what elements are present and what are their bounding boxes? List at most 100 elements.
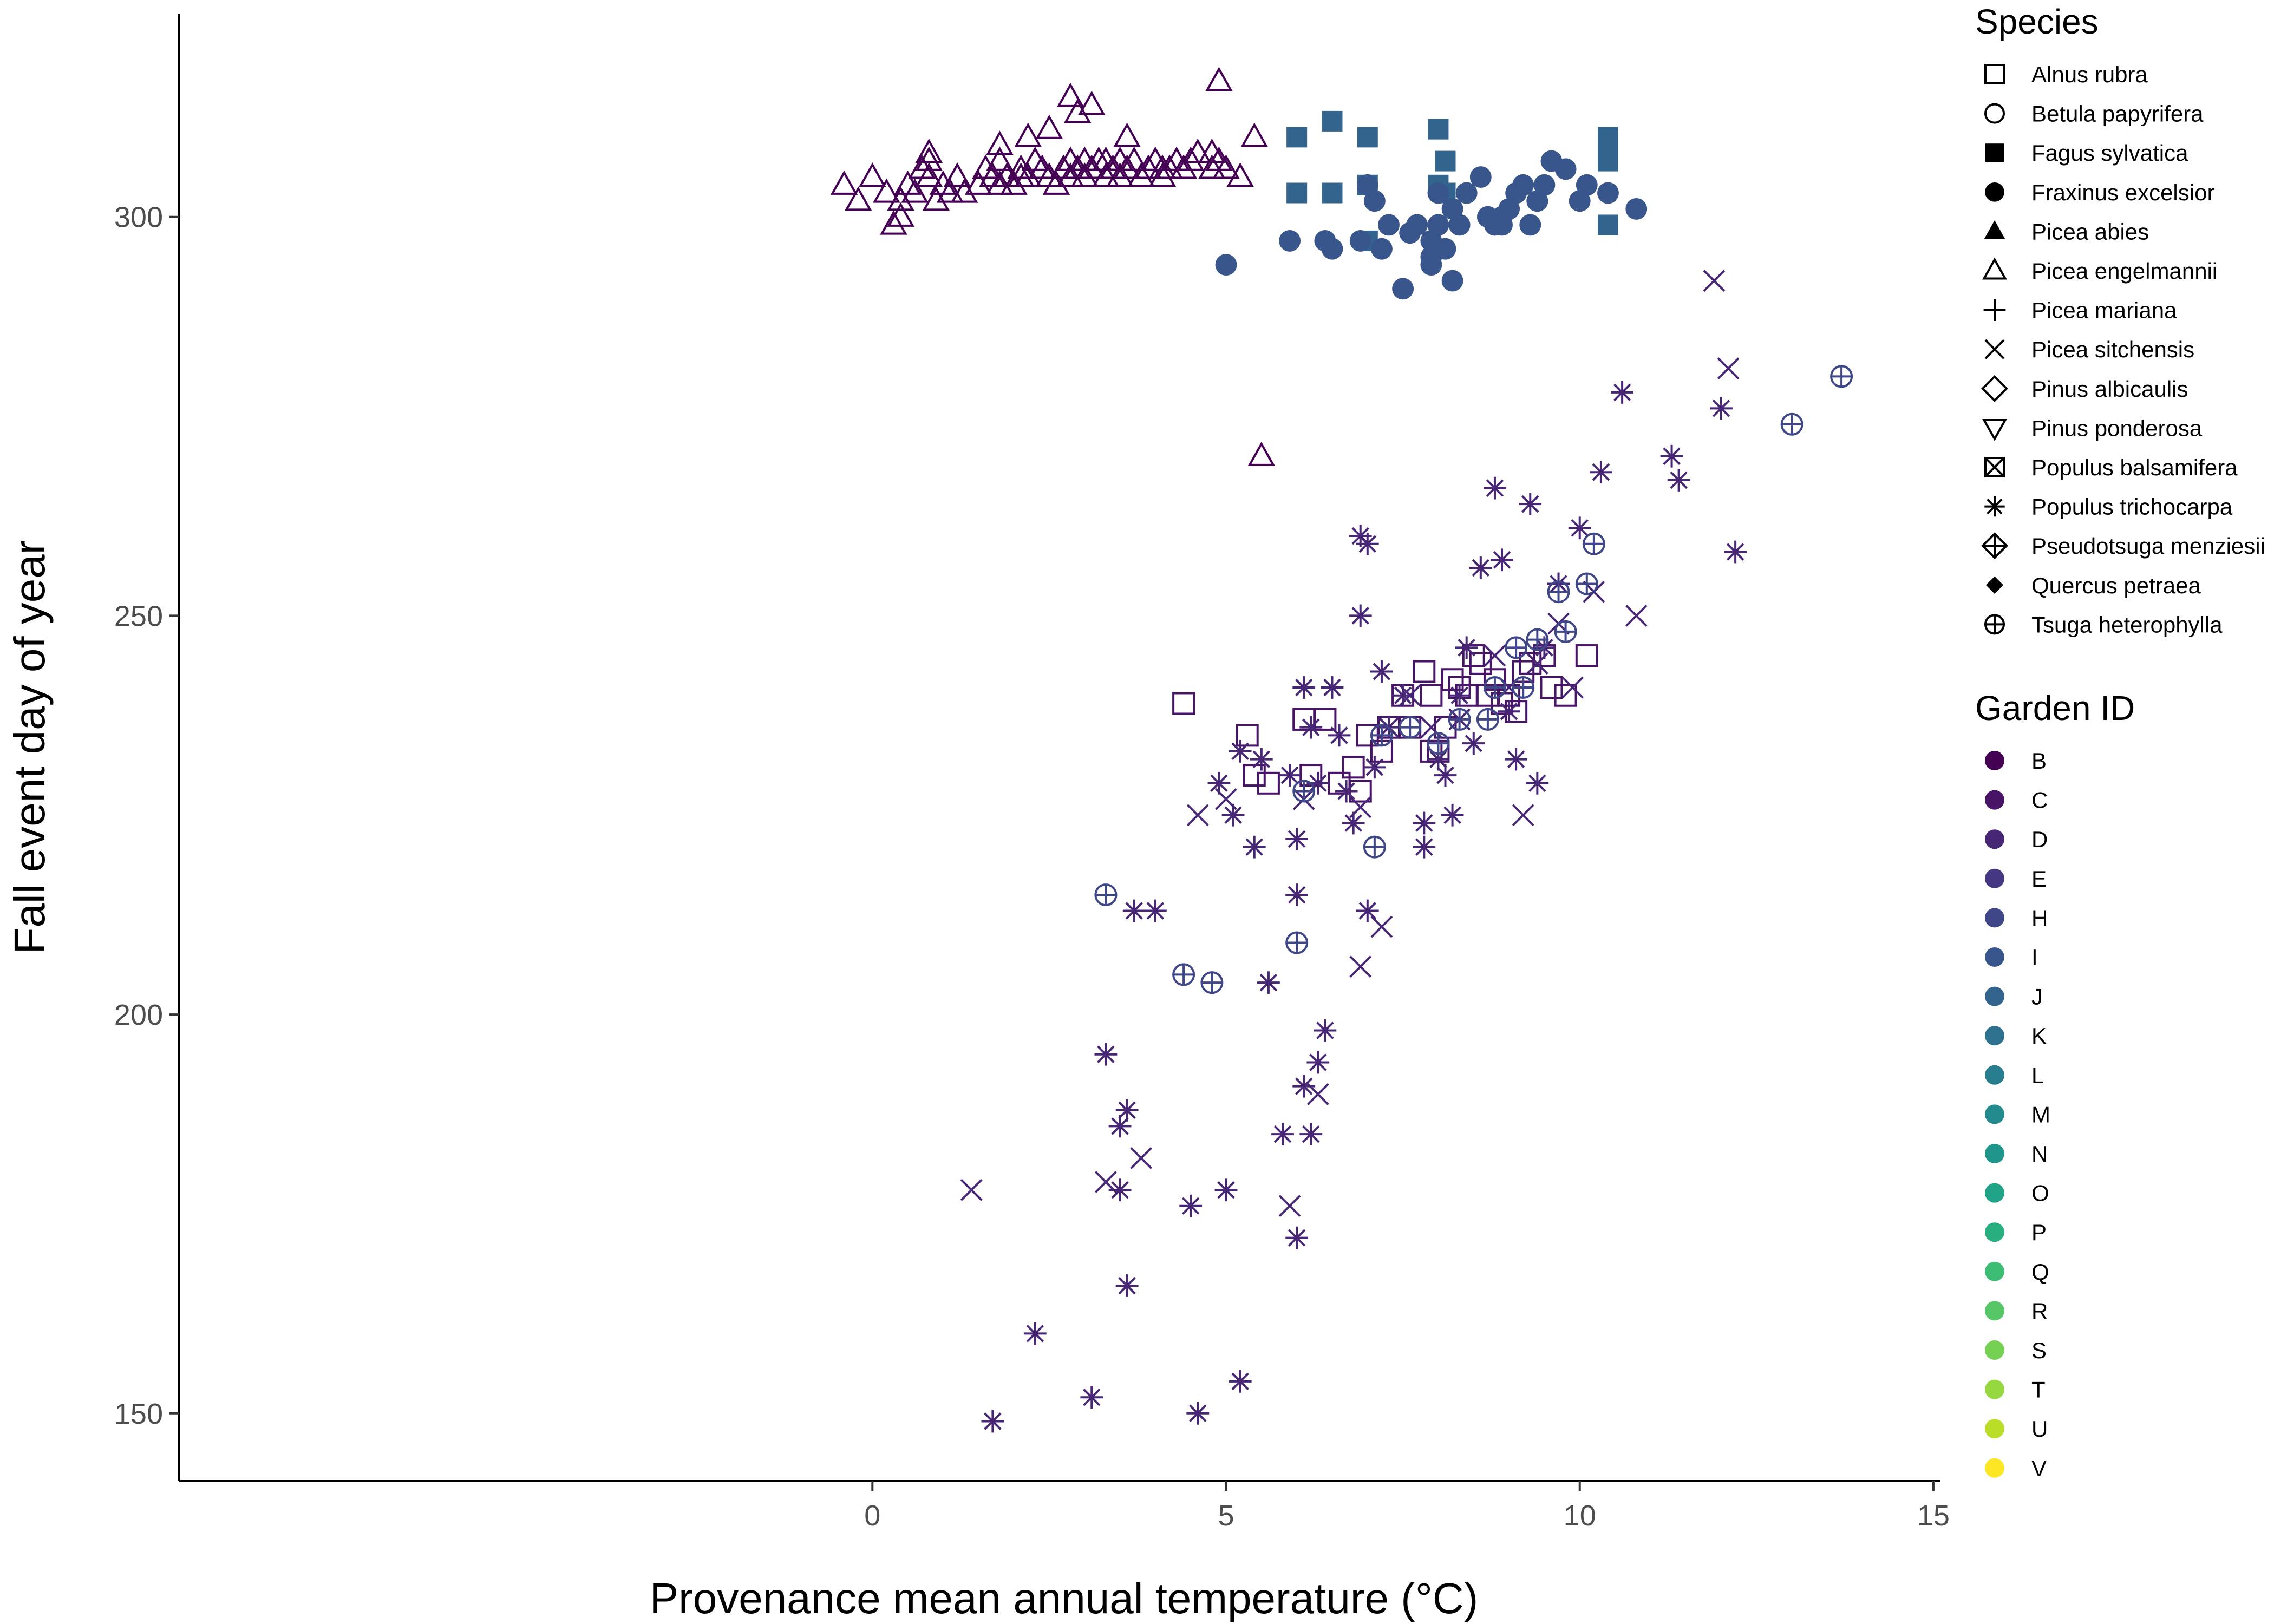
data-point	[1428, 119, 1449, 140]
species-legend-key	[1985, 182, 2004, 202]
garden-legend-label: M	[2031, 1102, 2050, 1127]
data-point	[1441, 803, 1464, 827]
data-point	[1420, 254, 1442, 276]
species-legend-item: Pinus albicaulis	[1981, 375, 2188, 402]
data-point	[1229, 1370, 1252, 1393]
data-point	[1483, 676, 1506, 699]
data-point	[1257, 771, 1280, 795]
garden-legend-item: K	[1985, 1023, 2047, 1049]
garden-legend-key	[1985, 947, 2004, 967]
data-point	[901, 178, 929, 203]
data-point	[1469, 652, 1492, 675]
data-point	[1314, 1019, 1337, 1042]
garden-legend-item: N	[1985, 1141, 2048, 1167]
garden-legend-label: D	[2031, 827, 2048, 852]
species-legend-key	[1984, 103, 2005, 124]
data-point	[1512, 174, 1534, 196]
data-point	[915, 138, 943, 163]
data-point	[1540, 676, 1563, 699]
data-point	[1092, 146, 1120, 171]
garden-legend-key	[1985, 1026, 2004, 1046]
data-point	[1092, 162, 1120, 187]
data-point	[1469, 166, 1492, 188]
species-legend-label: Pinus ponderosa	[2031, 415, 2203, 441]
data-point	[1342, 756, 1365, 779]
series-picea-sitchensis	[960, 270, 1740, 1217]
data-point	[1292, 780, 1316, 803]
data-point	[1299, 716, 1323, 739]
data-point	[1035, 114, 1063, 139]
species-legend: Species Alnus rubra Betula papyrifera Fagu…	[1975, 2, 2265, 637]
garden-legend-key	[1985, 908, 2004, 928]
species-legend-item: Picea abies	[1984, 219, 2149, 244]
data-point	[1519, 214, 1541, 236]
data-point	[1177, 146, 1205, 171]
data-point	[1229, 739, 1252, 763]
x-tick-label: 5	[1218, 1499, 1234, 1532]
species-legend-label: Picea mariana	[2031, 298, 2177, 323]
data-point	[1186, 804, 1209, 827]
species-legend-key	[1984, 457, 2005, 477]
y-tick-label: 250	[114, 600, 163, 632]
data-point	[1462, 732, 1485, 755]
data-point	[1122, 899, 1146, 922]
data-point	[1285, 883, 1309, 906]
data-point	[1349, 230, 1371, 252]
garden-legend-key	[1985, 1340, 2004, 1360]
species-legend-key	[1982, 257, 2007, 280]
garden-legend-label: T	[2031, 1377, 2046, 1403]
data-point	[1108, 1178, 1132, 1202]
data-point	[1505, 748, 1528, 771]
data-point	[1357, 127, 1378, 148]
garden-legend-item: C	[1985, 788, 2048, 813]
garden-legend-label: O	[2031, 1181, 2049, 1206]
x-tick-label: 0	[864, 1499, 880, 1532]
garden-legend-label: N	[2031, 1141, 2048, 1167]
data-point	[1554, 684, 1577, 707]
garden-legend-key	[1985, 1183, 2004, 1203]
data-point	[1526, 771, 1549, 795]
garden-legend-item: D	[1985, 827, 2048, 852]
data-point	[887, 186, 914, 211]
data-point	[1448, 684, 1471, 707]
species-legend-label: Picea abies	[2031, 219, 2149, 244]
garden-legend-key	[1985, 986, 2004, 1006]
garden-legend-key	[1985, 1379, 2004, 1399]
species-legend-label: Populus balsamifera	[2031, 455, 2238, 480]
data-point	[1370, 724, 1393, 747]
data-point	[1491, 548, 1513, 572]
species-legend-key	[1984, 64, 2005, 84]
species-legend-item: Alnus rubra	[1984, 62, 2148, 87]
garden-legend-item: S	[1985, 1338, 2047, 1363]
species-legend-item: Picea engelmannii	[1982, 257, 2217, 284]
data-point	[1106, 162, 1134, 187]
data-point	[922, 186, 950, 211]
data-point	[915, 162, 943, 187]
x-axis-ticks: 0 5 10 15	[864, 1481, 1950, 1532]
species-legend-label: Alnus rubra	[2031, 62, 2148, 87]
y-axis-title: Fall event day of year	[5, 540, 54, 954]
data-point	[1547, 580, 1570, 604]
data-point	[1455, 182, 1478, 204]
data-point	[1590, 461, 1612, 484]
data-point	[1063, 99, 1092, 123]
species-legend-key	[1981, 532, 2008, 560]
data-point	[986, 130, 1014, 155]
species-legend-item: Betula papyrifera	[1984, 101, 2204, 127]
species-legend-key	[1984, 614, 2005, 635]
garden-legend-item: P	[1985, 1220, 2047, 1245]
data-point	[1172, 963, 1195, 986]
garden-legend-label: P	[2031, 1220, 2047, 1245]
series-populus-trichocarpa	[981, 381, 1747, 1433]
data-point	[1286, 127, 1308, 148]
data-point	[1710, 397, 1733, 420]
species-legend-item: Tsuga heterophylla	[1984, 612, 2223, 637]
species-legend-key	[1985, 576, 2004, 594]
data-point	[1469, 556, 1492, 579]
data-point	[1378, 214, 1400, 236]
data-point	[1363, 756, 1386, 779]
data-point	[1427, 214, 1449, 236]
y-axis-ticks: 150 200 250 300	[114, 201, 179, 1430]
